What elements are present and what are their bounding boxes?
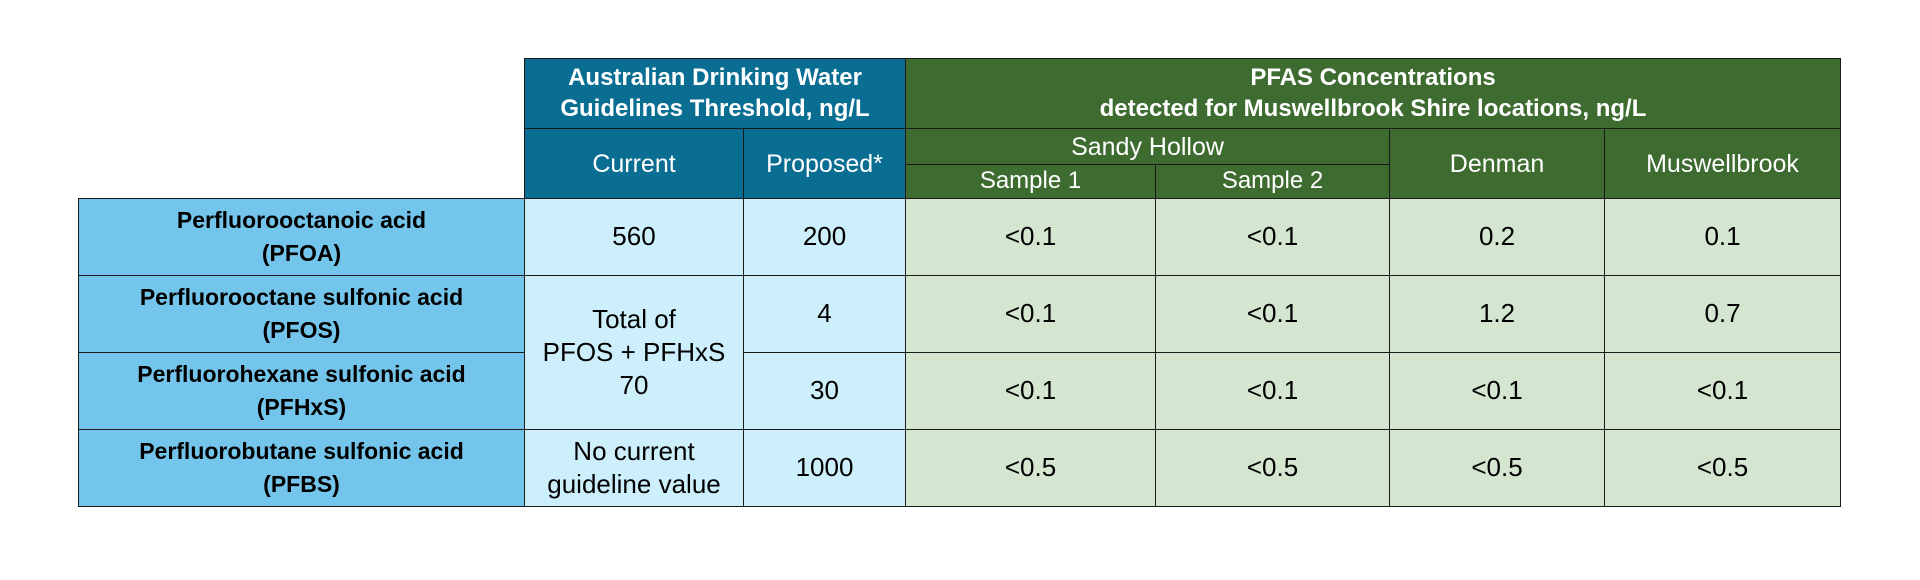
proposed-header: Proposed*	[742, 128, 907, 199]
denman-value: 1.2	[1389, 275, 1606, 353]
chemical-full-name: Perfluorooctane sulfonic acid	[139, 283, 464, 310]
guideline-header: Australian Drinking Water Guidelines Thr…	[523, 58, 907, 129]
current-value: 560	[524, 198, 744, 276]
denman-value: 0.2	[1389, 198, 1606, 276]
chemical-name-pfoa: Perfluorooctanoic acid (PFOA)	[78, 198, 525, 276]
muswellbrook-value: <0.1	[1604, 352, 1842, 430]
chemical-abbreviation: (PFBS)	[263, 471, 340, 497]
chemical-full-name: Perfluorooctanoic acid	[176, 206, 427, 233]
guideline-header-line1: Australian Drinking Water	[568, 63, 862, 91]
sandy-hollow-header: Sandy Hollow	[905, 128, 1391, 165]
denman-value: <0.1	[1389, 352, 1606, 430]
denman-header: Denman	[1389, 128, 1606, 199]
sample2-value: <0.1	[1155, 198, 1391, 276]
combined-current-value: Total of PFOS + PFHxS 70	[524, 275, 744, 430]
denman-value: <0.5	[1389, 429, 1606, 507]
proposed-value: 200	[742, 198, 907, 276]
chemical-name-pfos: Perfluorooctane sulfonic acid (PFOS)	[78, 275, 525, 353]
sample2-value: <0.1	[1155, 275, 1391, 353]
chemical-abbreviation: (PFOS)	[262, 317, 341, 343]
proposed-value: 4	[742, 275, 907, 353]
chemical-abbreviation: (PFHxS)	[256, 394, 347, 420]
muswellbrook-value: 0.7	[1604, 275, 1842, 353]
pfas-header-line1: PFAS Concentrations	[1250, 63, 1496, 91]
sample1-value: <0.1	[905, 198, 1157, 276]
sample2-header: Sample 2	[1155, 164, 1391, 199]
proposed-value: 30	[742, 352, 907, 430]
pfas-concentration-table: Australian Drinking Water Guidelines Thr…	[78, 58, 1842, 507]
current-value-line2: guideline value	[547, 469, 721, 499]
chemical-name-pfhxs: Perfluorohexane sulfonic acid (PFHxS)	[78, 352, 525, 430]
header-row-samples: Sample 1 Sample 2	[79, 164, 1841, 199]
guideline-header-line2: Guidelines Threshold, ng/L	[560, 94, 870, 122]
combined-line1: Total of	[592, 303, 676, 334]
sample2-value: <0.5	[1155, 429, 1391, 507]
current-header: Current	[524, 128, 744, 199]
muswellbrook-value: <0.5	[1604, 429, 1842, 507]
chemical-name-pfbs: Perfluorobutane sulfonic acid (PFBS)	[78, 429, 525, 507]
table-row: Perfluorooctanoic acid (PFOA) 560 200 <0…	[78, 198, 1842, 276]
pfas-header-line2: detected for Muswellbrook Shire location…	[1099, 94, 1647, 122]
header-row-titles: Australian Drinking Water Guidelines Thr…	[79, 58, 1842, 129]
chemical-full-name: Perfluorohexane sulfonic acid	[137, 360, 466, 387]
current-value: No current guideline value	[524, 429, 744, 507]
chemical-abbreviation: (PFOA)	[261, 240, 342, 266]
table-row: Perfluorobutane sulfonic acid (PFBS) No …	[78, 429, 1842, 507]
sample1-header: Sample 1	[905, 164, 1157, 199]
combined-line3: 70	[619, 370, 649, 401]
muswellbrook-value: 0.1	[1604, 198, 1842, 276]
pfas-concentrations-header: PFAS Concentrations detected for Muswell…	[905, 58, 1842, 129]
header-row-columns: Current Proposed* Sandy Hollow Denman Mu…	[79, 128, 1842, 199]
combined-line2: PFOS + PFHxS	[542, 336, 726, 367]
table-row: Perfluorohexane sulfonic acid (PFHxS) 30…	[78, 352, 1842, 430]
table-row: Perfluorooctane sulfonic acid (PFOS) Tot…	[78, 275, 1842, 430]
sample1-value: <0.1	[905, 275, 1157, 353]
sample1-value: <0.5	[905, 429, 1157, 507]
sample1-value: <0.1	[905, 352, 1157, 430]
header-corner-blank-2	[79, 165, 525, 199]
chemical-full-name: Perfluorobutane sulfonic acid	[139, 437, 464, 464]
sample2-value: <0.1	[1155, 352, 1391, 430]
header-corner-blank	[79, 59, 525, 165]
proposed-value: 1000	[742, 429, 907, 507]
current-value-line1: No current	[573, 435, 695, 466]
muswellbrook-header: Muswellbrook	[1604, 128, 1842, 199]
